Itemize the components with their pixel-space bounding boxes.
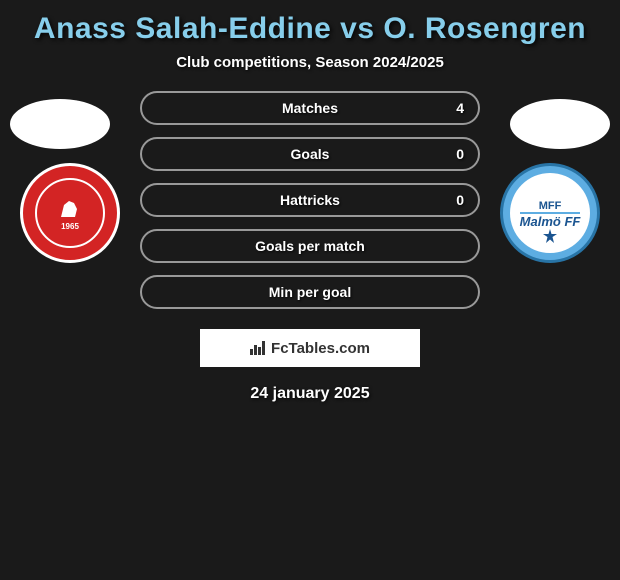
stat-rows: Matches 4 Goals 0 Hattricks 0 Goals per …: [140, 91, 480, 309]
stat-row-hattricks: Hattricks 0: [140, 183, 480, 217]
club-logo-left-inner: 1965: [35, 178, 105, 248]
comparison-subtitle: Club competitions, Season 2024/2025: [0, 54, 620, 91]
player-avatar-right: [510, 99, 610, 149]
watermark-text: FcTables.com: [271, 340, 370, 357]
stat-label: Hattricks: [280, 192, 340, 208]
star-icon: [543, 229, 557, 243]
generation-date: 24 january 2025: [10, 385, 610, 403]
club-right-top-text: MFF: [539, 200, 562, 212]
stat-label: Goals per match: [255, 238, 365, 254]
club-right-name: Malmö FF: [520, 214, 581, 229]
club-left-year: 1965: [55, 222, 85, 231]
stat-label: Matches: [282, 100, 338, 116]
club-logo-right: MFF Malmö FF: [500, 163, 600, 263]
stat-row-matches: Matches 4: [140, 91, 480, 125]
stat-right-value: 0: [456, 146, 464, 162]
stat-right-value: 4: [456, 100, 464, 116]
comparison-title: Anass Salah-Eddine vs O. Rosengren: [0, 0, 620, 54]
stat-row-goals: Goals 0: [140, 137, 480, 171]
stat-label: Goals: [291, 146, 330, 162]
stat-row-min-per-goal: Min per goal: [140, 275, 480, 309]
watermark-badge: FcTables.com: [200, 329, 420, 367]
stat-label: Min per goal: [269, 284, 351, 300]
stat-right-value: 0: [456, 192, 464, 208]
player-avatar-left: [10, 99, 110, 149]
horse-icon: [55, 195, 85, 219]
club-logo-left: 1965: [20, 163, 120, 263]
bar-chart-icon: [250, 341, 265, 355]
comparison-area: 1965 MFF Malmö FF Matches 4 Goals 0 H: [0, 91, 620, 403]
stat-row-goals-per-match: Goals per match: [140, 229, 480, 263]
